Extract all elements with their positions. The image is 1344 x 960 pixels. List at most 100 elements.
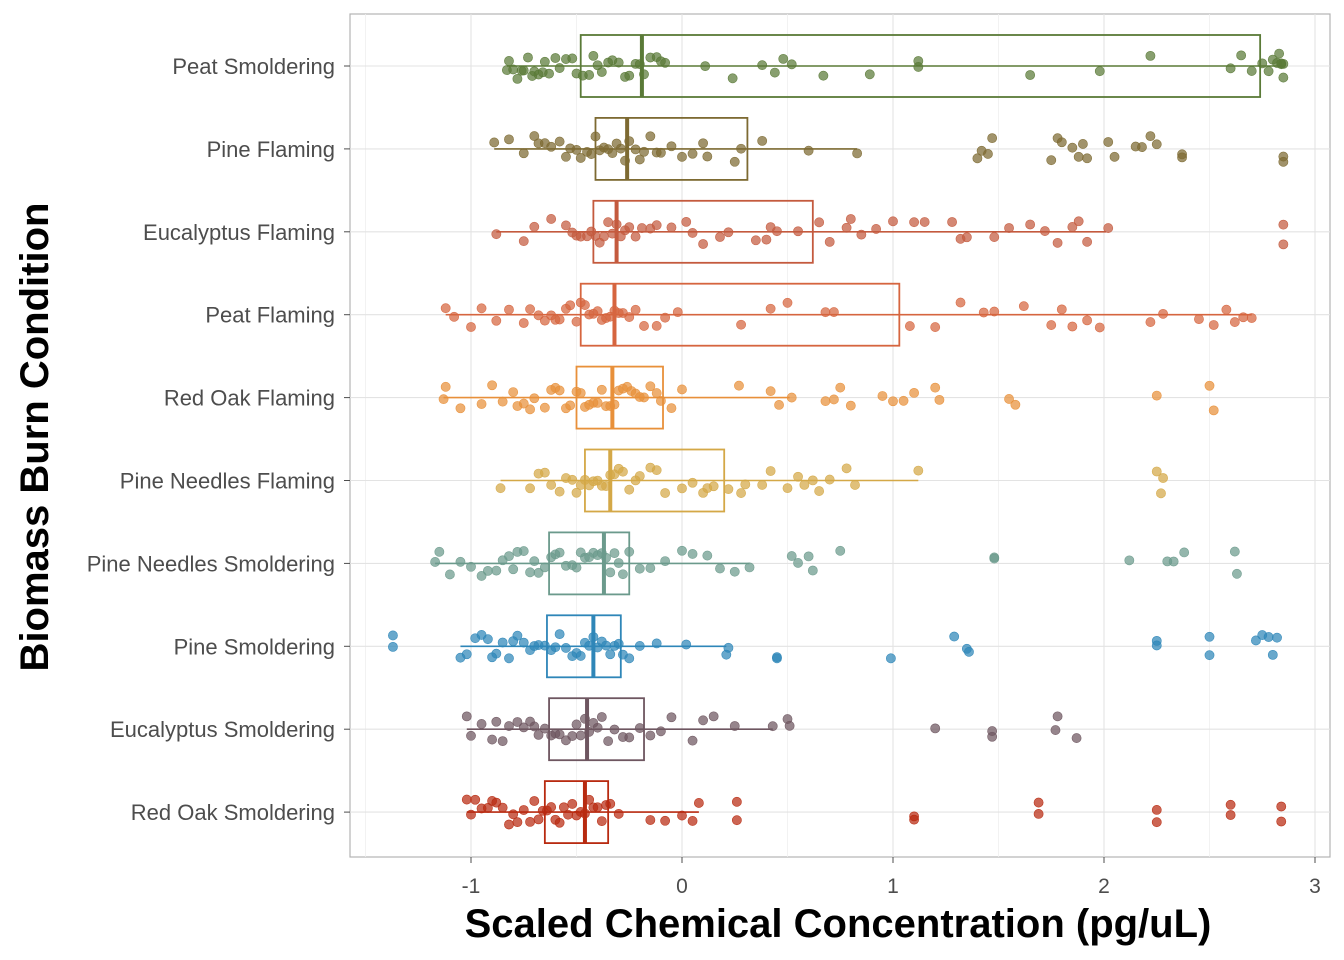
data-point bbox=[624, 653, 635, 664]
data-point bbox=[864, 69, 875, 80]
data-point bbox=[1151, 139, 1162, 150]
data-point bbox=[1151, 805, 1162, 815]
data-point bbox=[639, 321, 649, 331]
data-point bbox=[729, 566, 740, 577]
data-point bbox=[476, 399, 487, 409]
data-point bbox=[1158, 473, 1168, 483]
data-point bbox=[461, 794, 472, 805]
data-point bbox=[525, 483, 535, 494]
data-point bbox=[605, 567, 616, 578]
data-point bbox=[497, 802, 508, 813]
data-point bbox=[1272, 632, 1282, 643]
data-point bbox=[624, 222, 635, 233]
data-point bbox=[601, 640, 611, 651]
data-point bbox=[757, 60, 768, 71]
data-point bbox=[637, 223, 647, 233]
data-point bbox=[829, 307, 839, 317]
data-point bbox=[651, 465, 662, 476]
data-point bbox=[618, 466, 628, 477]
data-point bbox=[630, 231, 641, 242]
data-point bbox=[660, 815, 671, 826]
data-point bbox=[677, 545, 687, 556]
data-point bbox=[388, 641, 398, 652]
data-point bbox=[666, 712, 677, 723]
data-point bbox=[508, 809, 519, 820]
data-point bbox=[605, 649, 616, 660]
data-point bbox=[497, 637, 508, 648]
data-point bbox=[529, 131, 540, 141]
data-point bbox=[814, 217, 825, 228]
data-point bbox=[723, 642, 734, 653]
data-point bbox=[634, 154, 645, 165]
data-point bbox=[1225, 63, 1236, 74]
data-point bbox=[461, 711, 472, 722]
data-point bbox=[613, 558, 624, 568]
data-point bbox=[639, 146, 649, 157]
data-point bbox=[651, 321, 662, 331]
data-point bbox=[835, 545, 846, 556]
data-point bbox=[731, 796, 742, 807]
data-point bbox=[504, 653, 514, 664]
y-tick-label: Eucalyptus Flaming bbox=[143, 220, 335, 245]
data-point bbox=[888, 396, 898, 407]
data-point bbox=[799, 479, 810, 490]
data-point bbox=[529, 796, 540, 806]
data-point bbox=[599, 231, 609, 242]
x-tick-label: -1 bbox=[462, 875, 481, 898]
data-point bbox=[546, 802, 557, 812]
data-point bbox=[449, 311, 460, 322]
data-point bbox=[729, 721, 740, 731]
data-point bbox=[466, 322, 476, 332]
data-point bbox=[687, 735, 698, 746]
data-point bbox=[645, 381, 656, 392]
data-point bbox=[769, 67, 780, 78]
data-point bbox=[639, 392, 649, 403]
y-tick-label: Eucalyptus Smoldering bbox=[110, 717, 335, 742]
data-point bbox=[1276, 801, 1287, 812]
data-point bbox=[913, 62, 924, 72]
data-point bbox=[504, 819, 514, 830]
data-point bbox=[508, 387, 519, 397]
data-point bbox=[909, 388, 919, 398]
data-point bbox=[666, 141, 677, 152]
data-point bbox=[698, 715, 708, 726]
data-point bbox=[1204, 631, 1215, 642]
data-point bbox=[1151, 817, 1162, 828]
data-point bbox=[491, 716, 502, 727]
data-point bbox=[681, 639, 692, 650]
data-point bbox=[687, 148, 698, 159]
data-point bbox=[546, 480, 557, 490]
y-axis-title: Biomass Burn Condition bbox=[13, 203, 57, 672]
data-point bbox=[430, 557, 441, 567]
data-point bbox=[605, 798, 616, 809]
data-point bbox=[575, 153, 586, 163]
data-point bbox=[702, 550, 713, 561]
data-point bbox=[567, 53, 578, 64]
data-point bbox=[571, 316, 582, 327]
boxplot-group bbox=[501, 34, 1289, 98]
data-point bbox=[767, 721, 778, 732]
data-point bbox=[949, 631, 960, 642]
data-point bbox=[877, 391, 888, 401]
data-point bbox=[504, 551, 514, 562]
data-point bbox=[438, 394, 449, 405]
data-point bbox=[1151, 390, 1162, 401]
data-point bbox=[793, 226, 803, 237]
data-point bbox=[750, 235, 761, 246]
data-point bbox=[1156, 488, 1166, 499]
data-point bbox=[1208, 405, 1219, 416]
data-point bbox=[575, 651, 586, 661]
data-point bbox=[989, 553, 1000, 564]
y-tick-label: Pine Flaming bbox=[207, 137, 335, 162]
data-point bbox=[504, 134, 514, 145]
data-point bbox=[841, 222, 852, 233]
data-point bbox=[561, 220, 571, 231]
data-point bbox=[512, 717, 523, 727]
data-point bbox=[715, 232, 725, 242]
data-point bbox=[596, 816, 607, 826]
data-point bbox=[529, 393, 540, 404]
data-point bbox=[567, 799, 578, 809]
data-point bbox=[1071, 733, 1082, 743]
data-point bbox=[596, 67, 607, 77]
